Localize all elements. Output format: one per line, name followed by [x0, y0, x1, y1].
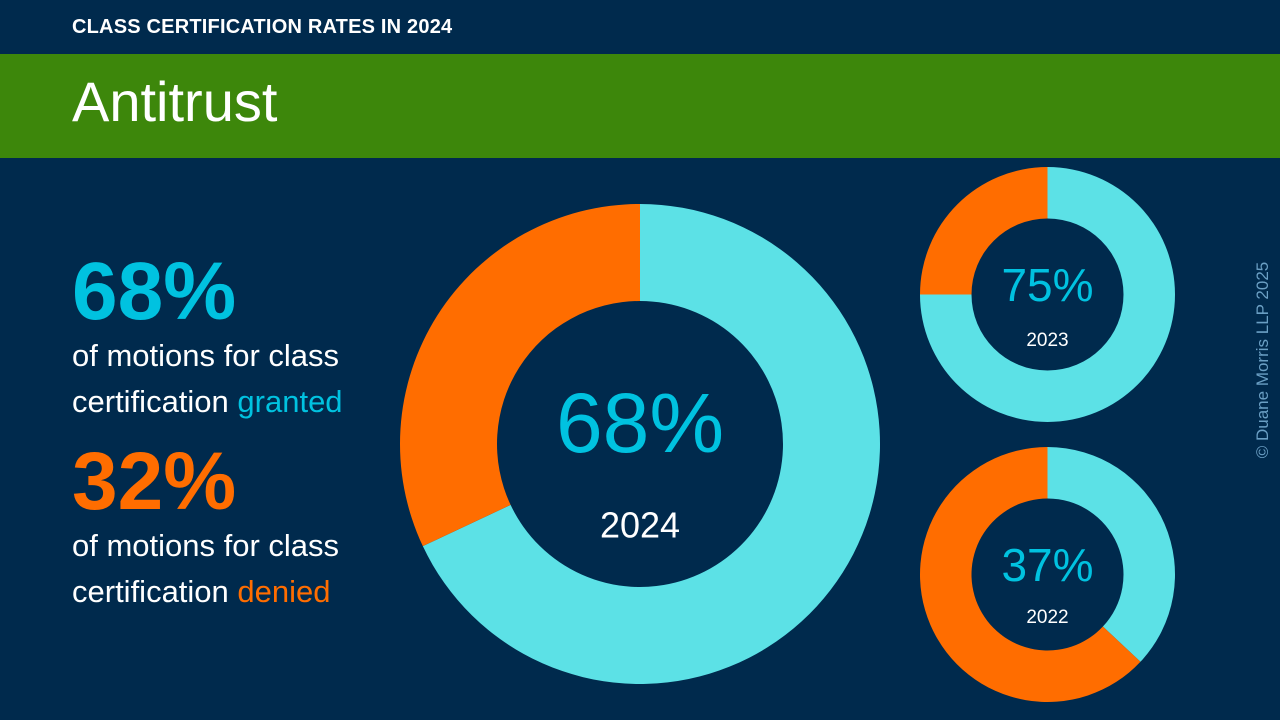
2024-year-label: 2024 — [600, 505, 680, 546]
denied-stat: 32% — [72, 436, 237, 527]
2022-center-value: 37% — [1001, 539, 1093, 591]
donut-2024: 68% 2024 — [399, 204, 880, 684]
copyright-notice: © Duane Morris LLP 2025 — [1253, 261, 1272, 459]
2023-year-label: 2023 — [1026, 330, 1068, 351]
2024-center-value: 68% — [556, 376, 724, 470]
denied-description: of motions for class certification denie… — [72, 523, 412, 615]
donut-2022: 37% 2022 — [920, 447, 1175, 702]
granted-keyword: granted — [237, 384, 343, 419]
granted-text: of motions for class certification — [72, 338, 340, 419]
category-banner: Antitrust — [0, 54, 1280, 158]
2022-denied-slice — [920, 447, 1141, 702]
eyebrow-title: CLASS CERTIFICATION RATES IN 2024 — [72, 16, 453, 38]
2022-year-label: 2022 — [1026, 607, 1068, 628]
donut-2023: 75% 2023 — [920, 167, 1175, 422]
2023-center-value: 75% — [1001, 259, 1093, 311]
denied-keyword: denied — [237, 574, 331, 609]
2024-denied-slice — [399, 204, 640, 547]
denied-text: of motions for class certification — [72, 528, 340, 609]
granted-description: of motions for class certification grant… — [72, 333, 412, 425]
2022-granted-slice — [1047, 447, 1175, 662]
granted-stat: 68% — [72, 246, 237, 337]
category-title: Antitrust — [72, 70, 278, 133]
2023-granted-slice — [920, 167, 1175, 422]
2024-granted-slice — [422, 204, 880, 684]
2023-denied-slice — [920, 167, 1048, 295]
